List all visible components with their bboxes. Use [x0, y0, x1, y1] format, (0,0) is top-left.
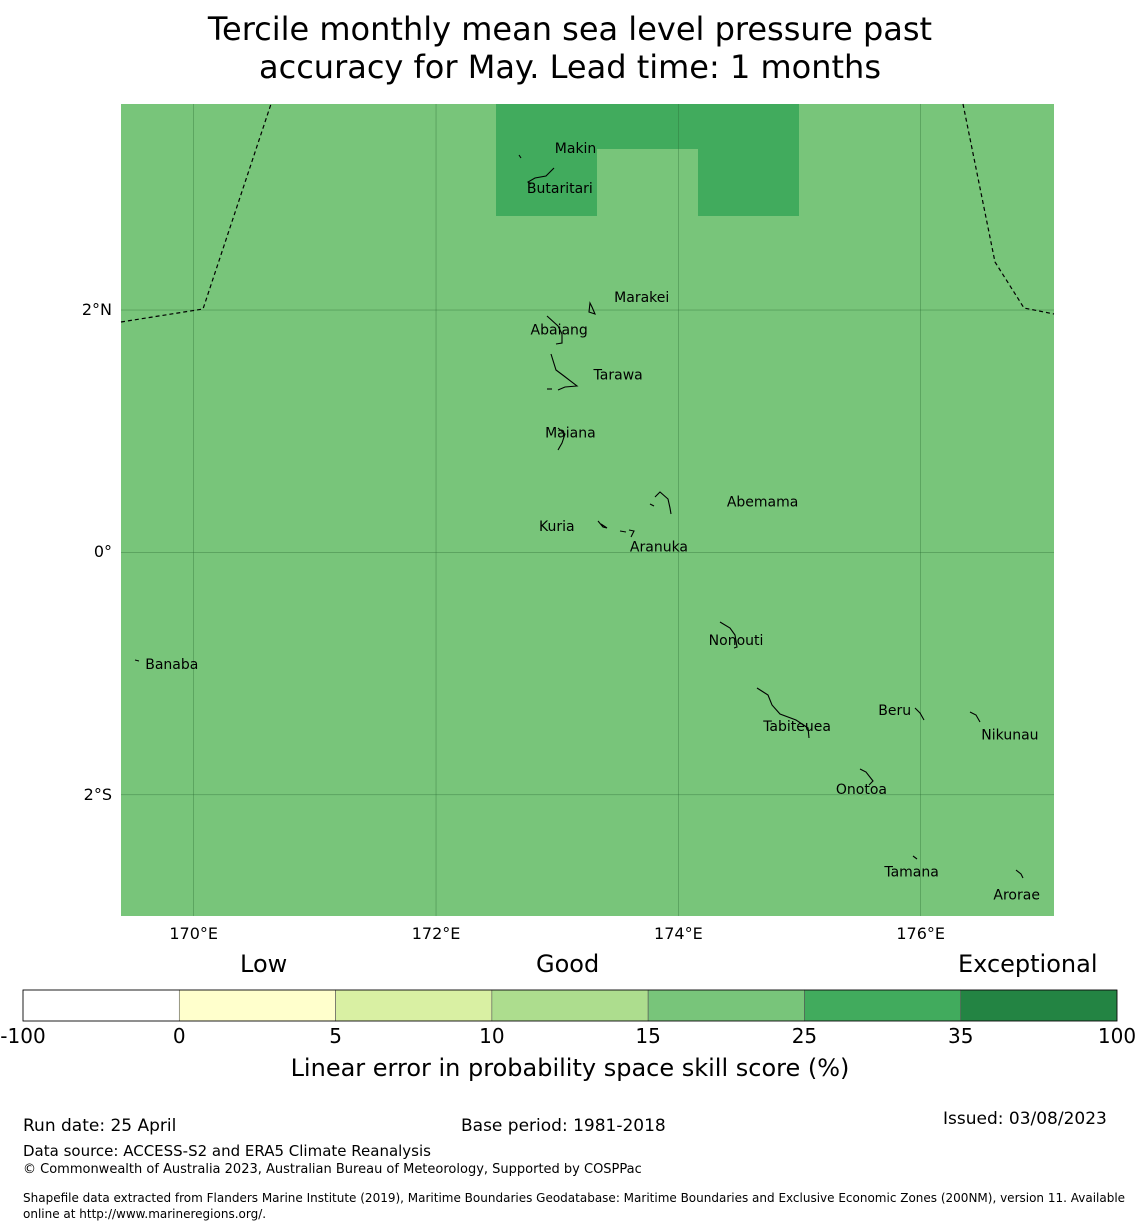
chart-title: Tercile monthly mean sea level pressure … — [0, 10, 1140, 86]
nonouti-outline — [719, 621, 738, 649]
abemama-islet — [649, 503, 655, 507]
shapefile-credit-line-2: online at http://www.marineregions.org/. — [23, 1207, 267, 1221]
colorbar-tick-5: 25 — [791, 1024, 818, 1048]
colorbar-tick-4: 15 — [635, 1024, 661, 1048]
island-label-makin: Makin — [555, 141, 597, 157]
island-label-tabiteuea: Tabiteuea — [762, 719, 831, 735]
colorbar-label: Linear error in probability space skill … — [290, 1054, 850, 1082]
island-label-banaba: Banaba — [145, 657, 198, 673]
base-period: Base period: 1981-2018 — [461, 1116, 666, 1136]
island-label-aranuka: Aranuka — [630, 540, 688, 556]
lon-label-0: 170°E — [169, 924, 219, 943]
arorae-outline — [1015, 869, 1024, 879]
abemama-outline — [654, 491, 672, 515]
tarawa-outline — [550, 353, 579, 391]
colorbar-tick-6: 35 — [947, 1024, 974, 1048]
tamana-outline — [912, 855, 918, 860]
lon-label-3: 176°E — [896, 924, 946, 943]
colorbar-segment-3 — [491, 989, 649, 1022]
eez-boundaries — [120, 103, 1055, 323]
lat-label-1: 0° — [93, 542, 112, 562]
gridlines — [121, 104, 1054, 916]
colorbar-segment-6 — [960, 989, 1118, 1022]
island-label-nikunau: Nikunau — [981, 727, 1038, 743]
island-label-marakei: Marakei — [614, 290, 669, 306]
island-label-nonouti: Nonouti — [709, 633, 764, 649]
island-label-arorae: Arorae — [993, 887, 1040, 903]
island-label-tarawa: Tarawa — [593, 367, 643, 383]
tabiteuea-outline — [756, 687, 810, 739]
colorbar-segment-4 — [647, 989, 805, 1022]
maiana-outline — [557, 427, 566, 451]
island-label-maiana: Maiana — [545, 426, 596, 442]
eez-boundary-west — [120, 103, 272, 323]
island-label-tamana: Tamana — [883, 864, 938, 880]
beru-outline — [914, 707, 925, 721]
colorbar-tick-7: 100 — [1097, 1024, 1137, 1048]
lon-label-1: 172°E — [411, 924, 461, 943]
shapefile-credit-line-1: Shapefile data extracted from Flanders M… — [23, 1191, 1126, 1205]
title-line-2: accuracy for May. Lead time: 1 months — [258, 48, 881, 86]
run-date: Run date: 25 April — [23, 1116, 177, 1136]
high-skill-region — [496, 104, 799, 216]
banaba-outline — [134, 659, 140, 662]
island-label-butaritari: Butaritari — [527, 181, 593, 197]
colorbar-segment-5 — [804, 989, 962, 1022]
category-low-label: Low — [240, 950, 288, 978]
colorbar-tick-3: 10 — [479, 1024, 505, 1048]
island-outlines — [134, 154, 1024, 879]
kuria-outline — [597, 520, 608, 529]
colorbar-tick-2: 5 — [329, 1024, 342, 1048]
island-label-beru: Beru — [878, 703, 911, 719]
colorbar-segment-0 — [22, 989, 180, 1022]
lat-label-0: 2°N — [81, 300, 112, 320]
colorbar-outline — [22, 989, 1118, 1022]
aranuka-outline — [619, 529, 635, 538]
lat-label-2: 2°S — [83, 784, 112, 804]
colorbar-tick-0: -100 — [0, 1024, 46, 1048]
makin-outline — [518, 154, 522, 159]
category-good-label: Good — [536, 950, 600, 978]
title-line-1: Tercile monthly mean sea level pressure … — [207, 10, 933, 48]
island-label-kuria: Kuria — [539, 519, 575, 535]
lon-label-2: 174°E — [654, 924, 703, 943]
copyright: © Commonwealth of Australia 2023, Austra… — [23, 1162, 642, 1177]
island-label-abemama: Abemama — [727, 495, 799, 511]
eez-boundary-east — [962, 103, 1055, 315]
colorbar — [22, 989, 1118, 1022]
nikunau-outline — [969, 711, 981, 723]
island-labels: Makin Butaritari Marakei Abaiang Tarawa Maian… — [145, 141, 1040, 904]
abaiang-outline — [546, 315, 563, 345]
onotoa-outline — [859, 768, 874, 786]
marakei-outline — [588, 301, 596, 315]
colorbar-segment-1 — [178, 989, 336, 1022]
issued-date: Issued: 03/08/2023 — [943, 1109, 1107, 1129]
colorbar-tick-1: 0 — [172, 1024, 186, 1048]
butaritari-outline — [526, 167, 555, 185]
category-exceptional-label: Exceptional — [958, 950, 1098, 978]
map-background — [121, 104, 1054, 916]
colorbar-segment-2 — [335, 989, 493, 1022]
data-source: Data source: ACCESS-S2 and ERA5 Climate … — [23, 1142, 431, 1160]
island-label-abaiang: Abaiang — [531, 323, 588, 339]
island-label-onotoa: Onotoa — [836, 782, 887, 798]
